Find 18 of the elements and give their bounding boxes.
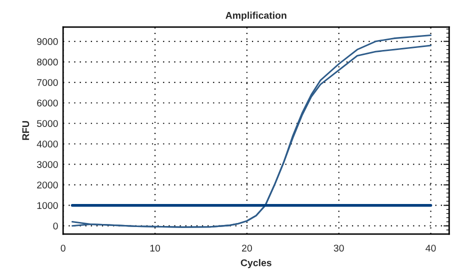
y-tick-label: 9000 xyxy=(37,38,58,46)
x-axis-title: Cycles xyxy=(240,259,272,268)
y-tick-label: 5000 xyxy=(37,120,58,127)
y-tick-label: 1000 xyxy=(37,202,58,209)
x-tick-label: 40 xyxy=(426,244,436,252)
x-tick-label: 10 xyxy=(150,244,160,252)
x-tick-label: 30 xyxy=(334,244,344,252)
y-tick-label: 3000 xyxy=(36,161,58,168)
x-tick-label: 0 xyxy=(60,244,66,252)
y-tick-label: 7000 xyxy=(37,79,58,86)
y-tick-label: 8000 xyxy=(37,58,58,66)
x-tick-label: 20 xyxy=(242,244,252,252)
chart-title: Amplification xyxy=(226,12,286,21)
y-axis-title: RFU xyxy=(22,121,30,140)
y-tick-label: 2000 xyxy=(37,182,58,188)
y-tick-label: 6000 xyxy=(37,100,58,106)
y-tick-label: 0 xyxy=(53,222,58,230)
y-tick-label: 4000 xyxy=(36,140,58,148)
